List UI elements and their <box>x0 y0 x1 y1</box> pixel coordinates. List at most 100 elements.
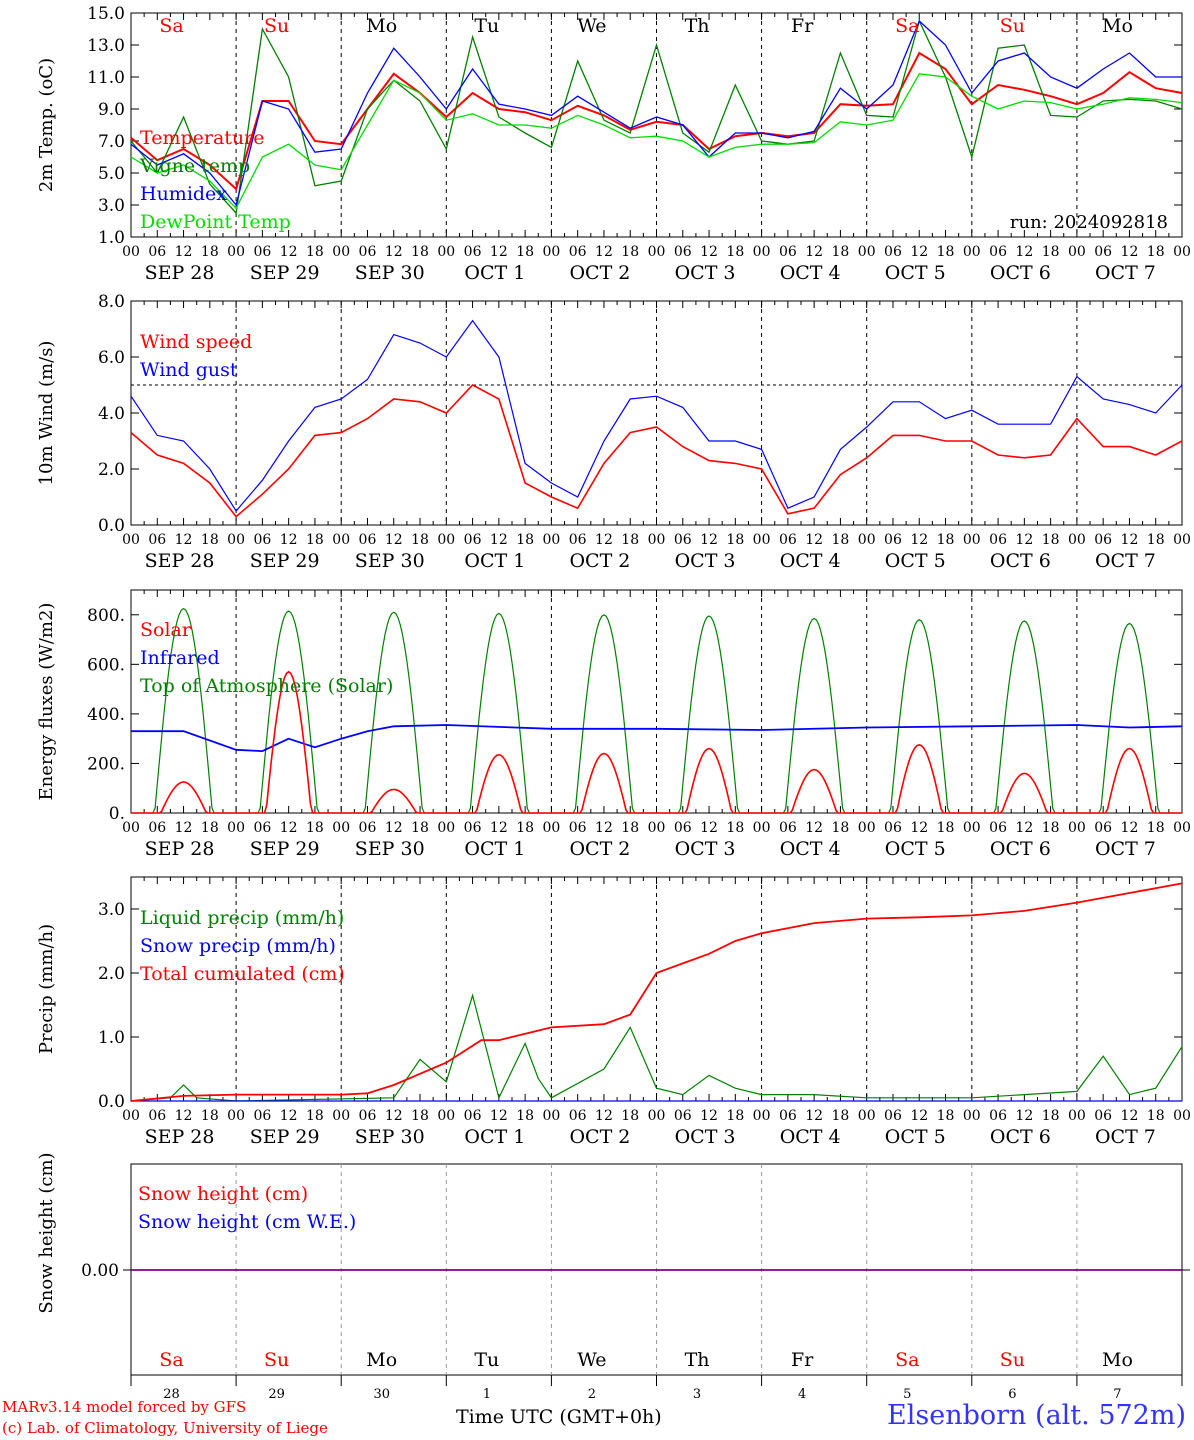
y-axis-label: Energy fluxes (W/m2) <box>36 603 57 801</box>
y-tick-label: 15.0 <box>87 4 125 24</box>
y-tick-label: 400. <box>87 705 125 725</box>
legend-entry: Snow height (cm W.E.) <box>138 1211 356 1233</box>
hour-tick-label: 06 <box>884 244 902 260</box>
credit-line-1: MARv3.14 model forced by GFS <box>2 1398 247 1416</box>
hour-tick-label: 00 <box>1068 820 1086 836</box>
hour-tick-label: 12 <box>490 1108 508 1124</box>
hour-tick-label: 06 <box>569 1108 587 1124</box>
day-number: 29 <box>268 1387 285 1402</box>
date-label: OCT 6 <box>990 1126 1051 1148</box>
date-label: OCT 6 <box>990 550 1051 572</box>
hour-tick-label: 18 <box>411 1108 429 1124</box>
legend-entry: Snow precip (mm/h) <box>140 935 336 957</box>
hour-tick-label: 18 <box>832 820 850 836</box>
hour-tick-label: 12 <box>1121 244 1139 260</box>
hour-tick-label: 00 <box>753 1108 771 1124</box>
y-tick-label: 0.00 <box>81 1261 119 1281</box>
date-label: OCT 6 <box>990 838 1051 860</box>
hour-tick-label: 00 <box>122 532 140 548</box>
day-number: 7 <box>1113 1387 1121 1402</box>
date-label: OCT 1 <box>464 1126 525 1148</box>
hour-tick-label: 18 <box>726 532 744 548</box>
hour-tick-label: 00 <box>227 244 245 260</box>
hour-tick-label: 06 <box>569 244 587 260</box>
hour-tick-label: 12 <box>595 820 613 836</box>
y-tick-label: 13.0 <box>87 36 125 56</box>
panel-4: 00 06 12 18 00 06 12 18 00 06 12 18 00 06 12 18 00 06 12 18… <box>36 876 1191 1148</box>
hour-tick-label: 00 <box>332 820 350 836</box>
day-number: 2 <box>588 1387 596 1402</box>
day-abbrev: We <box>577 1349 606 1371</box>
hour-tick-label: 12 <box>1015 1108 1033 1124</box>
y-tick-label: 2.0 <box>98 460 125 480</box>
day-number: 28 <box>163 1387 180 1402</box>
hour-tick-label: 18 <box>516 1108 534 1124</box>
day-abbrev: Fr <box>791 1349 814 1371</box>
hour-tick-label: 06 <box>1094 244 1112 260</box>
hour-tick-label: 12 <box>490 244 508 260</box>
day-abbrev: Mo <box>1102 15 1133 37</box>
run-label: run: 2024092818 <box>1010 212 1168 233</box>
hour-tick-label: 06 <box>464 244 482 260</box>
date-label: SEP 28 <box>145 838 215 860</box>
hour-tick-label: 18 <box>1042 820 1060 836</box>
hour-tick-label: 00 <box>332 1108 350 1124</box>
hour-tick-label: 12 <box>280 244 298 260</box>
date-label: SEP 29 <box>250 262 320 284</box>
hour-tick-label: 18 <box>411 532 429 548</box>
day-abbrev: Mo <box>1102 1349 1133 1371</box>
hour-tick-label: 06 <box>253 244 271 260</box>
hour-tick-label: 12 <box>595 1108 613 1124</box>
hour-tick-label: 12 <box>385 1108 403 1124</box>
hour-tick-label: 12 <box>280 820 298 836</box>
hour-tick-label: 00 <box>437 1108 455 1124</box>
y-tick-label: 3.0 <box>98 900 125 920</box>
hour-tick-label: 12 <box>1121 532 1139 548</box>
hour-tick-label: 06 <box>989 1108 1007 1124</box>
legend-entry: Humidex <box>140 183 227 205</box>
hour-tick-label: 12 <box>1015 532 1033 548</box>
hour-tick-label: 18 <box>832 1108 850 1124</box>
hour-tick-label: 00 <box>1173 1108 1191 1124</box>
hour-tick-label: 12 <box>805 1108 823 1124</box>
day-abbrev: Su <box>264 15 289 37</box>
hour-tick-label: 12 <box>175 244 193 260</box>
day-number: 6 <box>1008 1387 1016 1402</box>
hour-tick-label: 06 <box>464 820 482 836</box>
hour-tick-label: 12 <box>1015 244 1033 260</box>
hour-tick-label: 12 <box>910 244 928 260</box>
hour-tick-label: 12 <box>595 532 613 548</box>
hour-tick-label: 00 <box>858 244 876 260</box>
panel-1: 00 06 12 18 00 06 12 18 00 06 12 18 00 06 12 18 00 06 12 18… <box>36 4 1191 284</box>
hour-tick-label: 18 <box>1147 1108 1165 1124</box>
hour-tick-label: 00 <box>542 1108 560 1124</box>
hour-tick-label: 12 <box>175 532 193 548</box>
hour-tick-label: 18 <box>1147 820 1165 836</box>
hour-tick-label: 00 <box>227 1108 245 1124</box>
y-tick-label: 200. <box>87 754 125 774</box>
hour-tick-label: 00 <box>1173 532 1191 548</box>
legend-entry: Vigne temp <box>139 155 250 177</box>
hour-tick-label: 18 <box>201 820 219 836</box>
hour-tick-label: 18 <box>1042 1108 1060 1124</box>
hour-tick-label: 06 <box>148 244 166 260</box>
hour-tick-label: 18 <box>726 1108 744 1124</box>
hour-tick-label: 12 <box>385 820 403 836</box>
day-abbrev: Su <box>264 1349 289 1371</box>
hour-tick-label: 18 <box>621 532 639 548</box>
date-label: OCT 3 <box>675 262 736 284</box>
hour-tick-label: 06 <box>464 532 482 548</box>
y-tick-label: 1.0 <box>98 228 125 248</box>
date-label: SEP 29 <box>250 838 320 860</box>
hour-tick-label: 18 <box>832 532 850 548</box>
date-label: OCT 7 <box>1095 262 1156 284</box>
hour-tick-label: 18 <box>1147 244 1165 260</box>
y-tick-label: 0.0 <box>98 1092 125 1112</box>
legend-entry: Infrared <box>140 647 220 669</box>
legend-entry: Solar <box>140 619 192 641</box>
panel-5: 0.00 Snow height (cm) Snow height (cm) Snow… <box>36 1152 1190 1402</box>
hour-tick-label: 00 <box>858 1108 876 1124</box>
hour-tick-label: 18 <box>937 532 955 548</box>
hour-tick-label: 00 <box>437 532 455 548</box>
